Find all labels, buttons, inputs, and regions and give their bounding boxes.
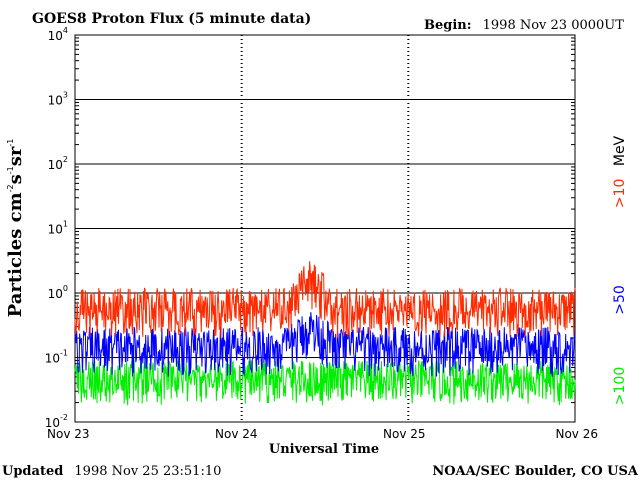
series-line-0 [74, 261, 576, 338]
legend: >10 MeV >50 >100 [612, 135, 628, 405]
y-axis-label-s: s [5, 174, 26, 184]
x-tick-label-1: Nov 24 [215, 427, 258, 441]
y-axis-label: Particles cm-2s-1sr-1 [5, 139, 26, 318]
y-axis-label-exp1: -2 [6, 184, 15, 192]
updated-label: Updated [2, 464, 63, 479]
legend-label-gt50: >50 [612, 285, 628, 315]
legend-item-gt10: >10 MeV [612, 135, 628, 208]
legend-label-gt100: >100 [612, 367, 628, 405]
chart-title: GOES8 Proton Flux (5 minute data) [32, 11, 311, 27]
series-line-2 [74, 359, 576, 406]
y-axis-label-main: Particles cm [5, 192, 26, 317]
y-axis-label-exp3: -1 [6, 139, 15, 147]
legend-unit: MeV [612, 135, 628, 166]
y-tick-labels: 104 103 102 101 100 10-1 10-2 [45, 26, 68, 430]
source-credit: NOAA/SEC Boulder, CO USA [432, 464, 639, 479]
series-layer [74, 261, 576, 406]
x-tick-label-2: Nov 25 [383, 427, 426, 441]
begin-label: Begin: [424, 18, 472, 33]
begin-time: Begin: 1998 Nov 23 0000UT [424, 14, 624, 33]
x-tick-label-0: Nov 23 [47, 427, 90, 441]
y-tick-label-5: 10-1 [45, 349, 68, 366]
series-line-1 [74, 312, 576, 377]
updated-stamp: Updated 1998 Nov 25 23:51:10 [2, 460, 221, 479]
updated-value: 1998 Nov 25 23:51:10 [74, 464, 221, 479]
y-axis-label-sr: sr [5, 146, 26, 166]
x-axis-label: Universal Time [269, 442, 379, 457]
y-tick-label-1: 103 [48, 91, 68, 108]
begin-value: 1998 Nov 23 0000UT [483, 18, 625, 33]
day-dividers [240, 35, 410, 422]
y-tick-label-3: 101 [48, 220, 68, 237]
y-axis-label-exp2: -1 [6, 166, 15, 174]
x-tick-label-3: Nov 26 [555, 427, 598, 441]
y-tick-label-4: 100 [48, 284, 68, 301]
y-tick-label-6: 10-2 [45, 413, 68, 430]
y-tick-label-2: 102 [48, 155, 68, 172]
y-tick-label-0: 104 [48, 26, 68, 43]
x-tick-labels: Nov 23 Nov 24 Nov 25 Nov 26 [47, 427, 598, 441]
legend-label-gt10: >10 [612, 179, 628, 209]
gridlines [75, 34, 575, 423]
